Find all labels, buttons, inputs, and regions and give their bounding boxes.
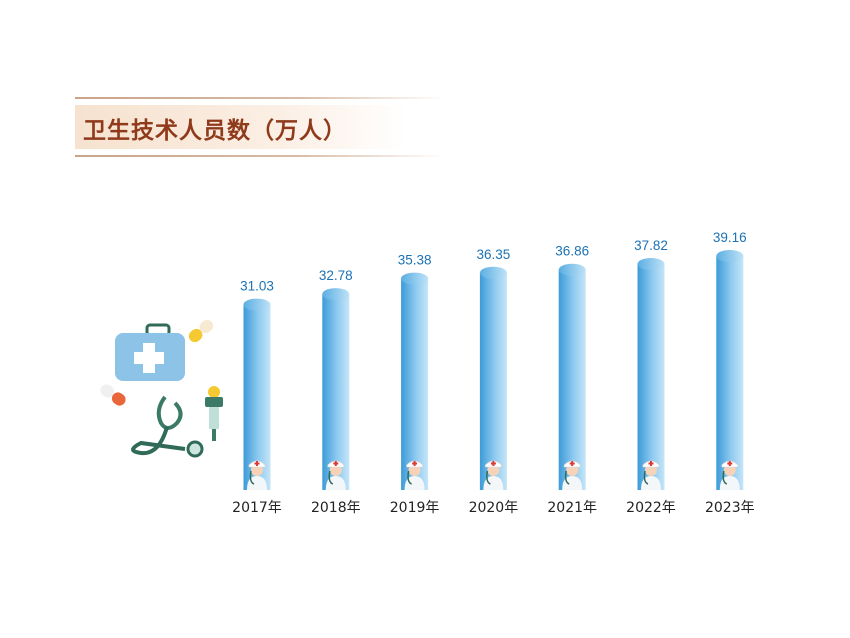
x-axis-ticks: 2017年 2018年 2019年 2020年 2021年 2022年 2023年 [232, 500, 754, 516]
title-bottom-rule [75, 155, 445, 157]
nurse-icon [247, 460, 267, 490]
value-label: 39.16 [713, 230, 747, 245]
value-label: 35.38 [398, 253, 432, 268]
medical-illustration [100, 319, 223, 458]
dropper-icon [205, 386, 223, 441]
bar-2020年 [479, 272, 507, 490]
chart-title-band: 卫生技术人员数（万人） [75, 97, 445, 157]
capsule-icon [100, 384, 126, 406]
stethoscope-icon [131, 395, 204, 458]
nurse-icon [641, 460, 661, 490]
x-tick-label: 2021年 [547, 500, 597, 516]
bar-cap [479, 266, 507, 279]
title-background [75, 105, 405, 149]
nurse-icon [404, 460, 425, 490]
bar-2019年 [401, 278, 429, 490]
bar-cap [716, 250, 744, 262]
bar-cap [401, 272, 429, 285]
nurse-icon [562, 460, 583, 490]
bar-cap [243, 298, 271, 311]
x-tick-label: 2022年 [626, 500, 676, 516]
value-labels: 31.03 32.78 35.38 36.35 36.86 37.82 39.16 [240, 230, 747, 294]
value-label: 37.82 [634, 238, 668, 253]
bar-2021年 [558, 269, 586, 490]
x-tick-label: 2017年 [232, 500, 282, 516]
x-tick-label: 2020年 [469, 500, 519, 516]
x-tick-label: 2019年 [390, 500, 440, 516]
bar-2022年 [637, 264, 665, 490]
title-top-rule [75, 97, 445, 99]
nurse-icon [325, 460, 346, 490]
bar-cap [558, 263, 586, 276]
bar-series [243, 250, 744, 490]
value-label: 36.86 [555, 244, 589, 259]
first-aid-kit-icon [115, 323, 185, 381]
value-label: 36.35 [477, 247, 511, 262]
x-tick-label: 2023年 [705, 500, 755, 516]
value-label: 31.03 [240, 279, 274, 294]
nurse-icon [483, 460, 504, 490]
bar-2023年 [716, 256, 744, 490]
bar-2018年 [322, 294, 350, 490]
x-tick-label: 2018年 [311, 500, 361, 516]
bar-cap [637, 258, 665, 271]
chart-title: 卫生技术人员数（万人） [83, 118, 347, 144]
capsule-icon [188, 319, 214, 343]
bar-cap [322, 288, 350, 301]
bar-2017年 [243, 304, 271, 490]
nurse-icon [719, 460, 740, 490]
value-label: 32.78 [319, 268, 353, 283]
